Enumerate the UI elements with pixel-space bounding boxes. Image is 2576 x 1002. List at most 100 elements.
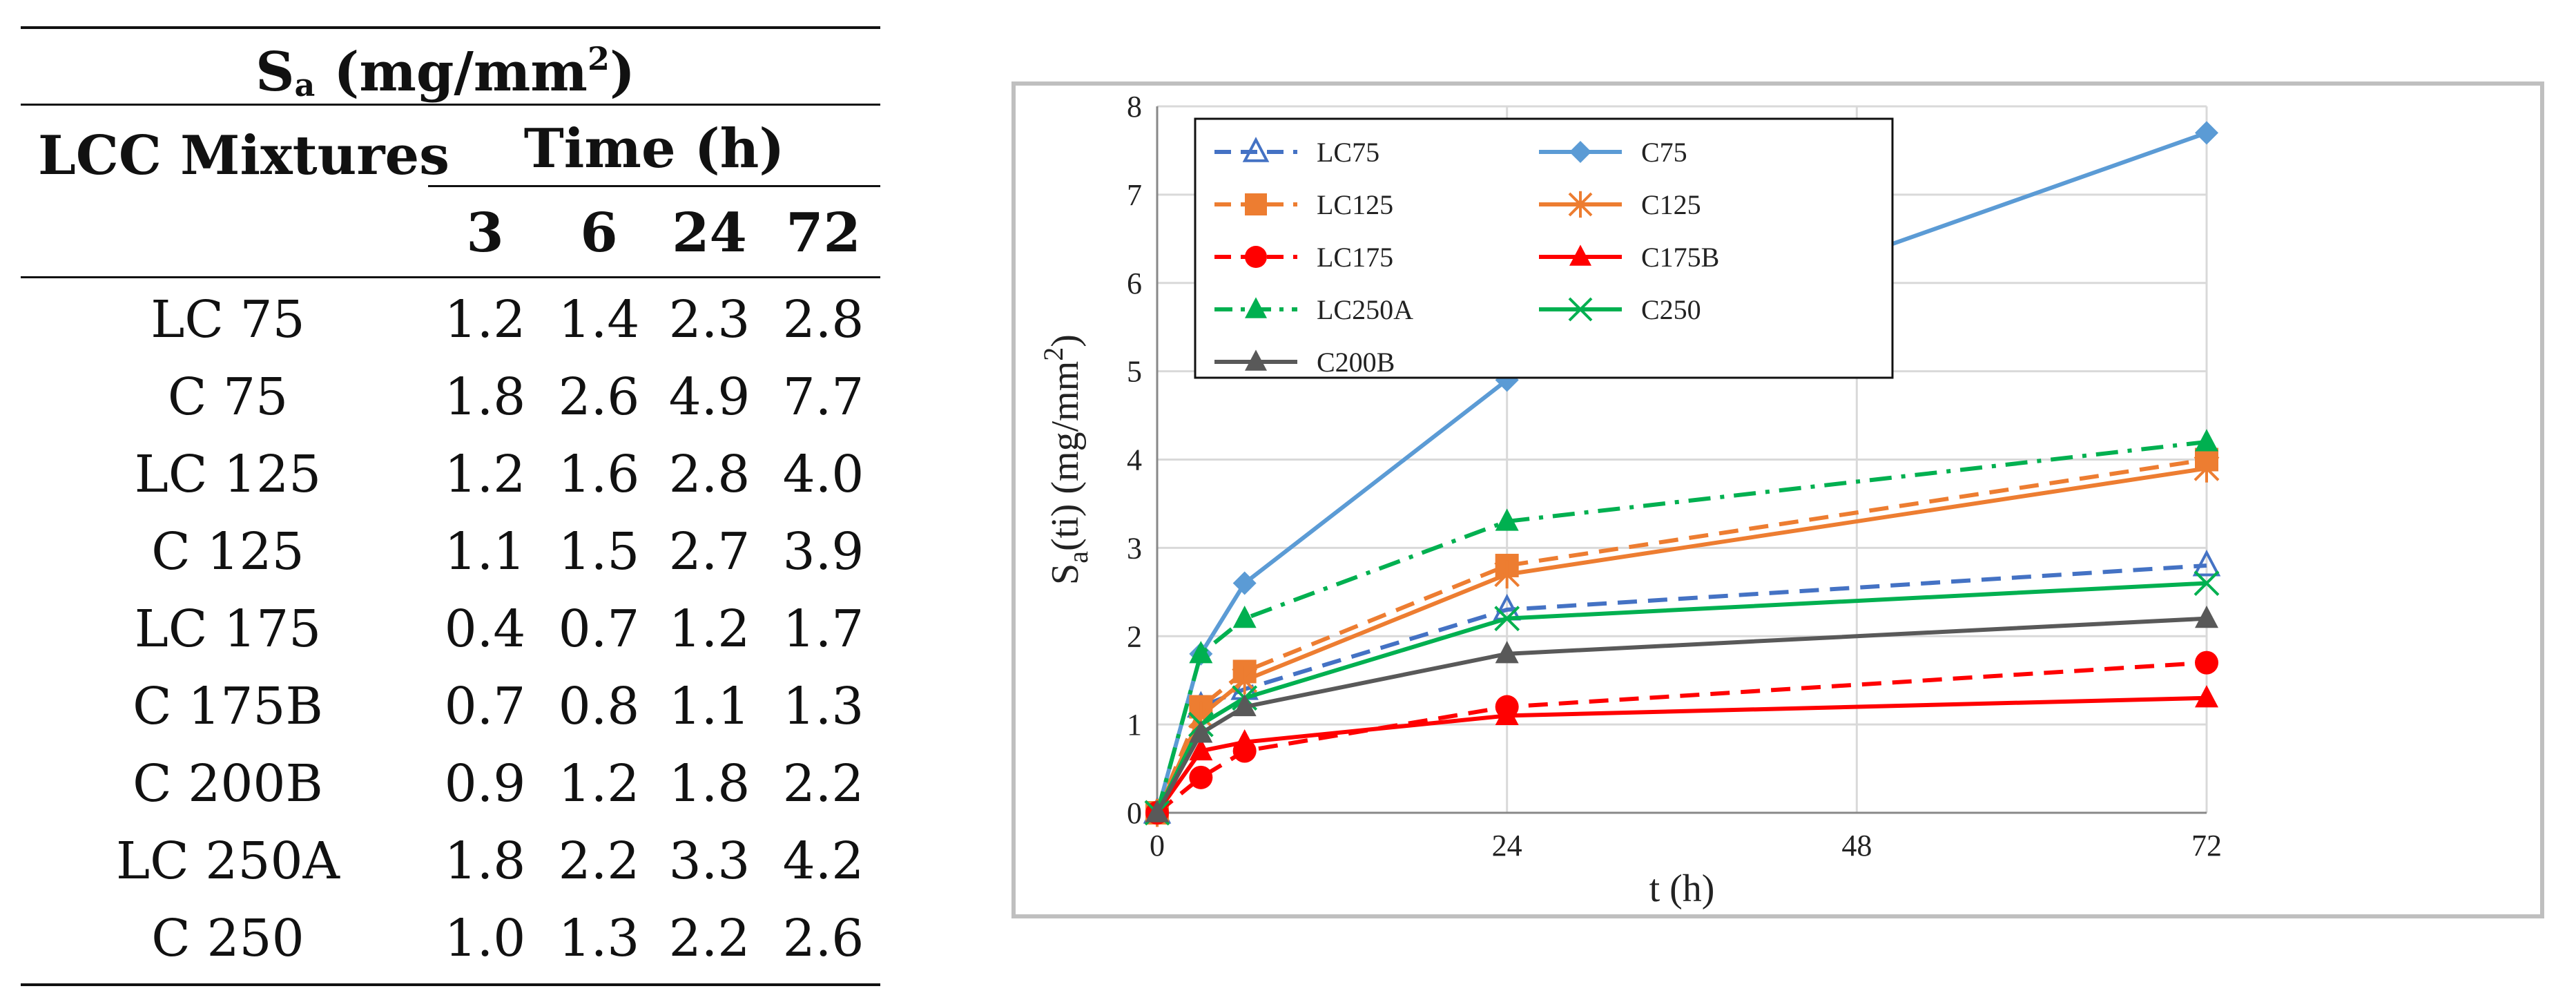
legend-item-c250: C250 <box>1539 294 1701 325</box>
col-header-time: Time (h) <box>523 117 785 180</box>
table-cell: 1.2 <box>444 290 526 349</box>
table-cell: 0.4 <box>444 599 526 659</box>
row-label: LC 250A <box>116 831 340 891</box>
data-point <box>1232 693 1257 717</box>
data-point <box>2194 454 2220 483</box>
data-point <box>2195 685 2218 708</box>
data-point <box>1568 191 1593 218</box>
table-cell: 1.5 <box>558 522 640 581</box>
series-c250 <box>1144 570 2220 826</box>
table-cell: 0.8 <box>558 677 640 736</box>
series-line <box>1155 563 2207 814</box>
table-cell: 1.2 <box>668 599 750 659</box>
data-point-stroke <box>2194 570 2220 596</box>
row-label: C 75 <box>167 367 289 427</box>
legend-item-c175b: C175B <box>1539 242 1719 273</box>
series-line <box>1155 616 2207 814</box>
table-title-rule <box>21 104 880 106</box>
series-c200b <box>1145 605 2218 822</box>
row-label: C 200B <box>133 754 323 813</box>
series-line <box>1155 695 2207 814</box>
time-24: 24 <box>672 202 747 264</box>
y-axis-title-part: ) <box>1044 334 1087 347</box>
table-cell: 4.9 <box>668 367 750 427</box>
legend-item-c200b: C200B <box>1214 347 1395 378</box>
legend-label: LC125 <box>1317 189 1393 220</box>
data-point <box>1245 349 1267 371</box>
time-72: 72 <box>786 202 861 264</box>
table-cell: 1.0 <box>444 909 526 968</box>
table-cell: 2.2 <box>782 754 864 813</box>
data-point-stroke <box>1494 606 1520 632</box>
table-cell: 1.6 <box>558 445 640 504</box>
table-title: Sa (mg/mm2) <box>255 40 635 104</box>
data-point <box>1569 244 1591 266</box>
table-cell: 2.8 <box>668 445 750 504</box>
table-cell: 1.7 <box>782 599 864 659</box>
table-header-rule <box>21 276 880 278</box>
table-cell: 0.7 <box>444 677 526 736</box>
chart-panel: 0 1 2 3 4 5 6 7 8 0 24 48 72 t (h) Sa(ti) (mg/mm2) LC7… <box>1011 81 2544 918</box>
row-label: LC 125 <box>134 445 322 504</box>
legend: LC75 C75 LC125 C125 LC175 C175B LC250A C250 C200… <box>1194 117 1894 379</box>
x-axis-title: t (h) <box>1649 867 1715 910</box>
data-point <box>1232 729 1257 752</box>
table-cell: 3.3 <box>668 831 750 891</box>
table-cell: 1.4 <box>558 290 640 349</box>
y-axis-title-part: 2 <box>1038 347 1069 361</box>
data-point <box>2194 570 2220 596</box>
time-6: 6 <box>580 202 618 264</box>
legend-item-lc175: LC175 <box>1214 242 1393 273</box>
y-tick-label: 1 <box>1127 708 1142 742</box>
y-tick-label: 2 <box>1127 619 1142 653</box>
data-point <box>2195 121 2218 145</box>
results-table: Sa (mg/mm2) LCC Mixtures Time (h) 3 6 24… <box>0 0 891 1002</box>
table-cell: 7.7 <box>782 367 864 427</box>
table-cell: 2.2 <box>558 831 640 891</box>
data-point <box>1189 720 1213 743</box>
legend-item-lc125: LC125 <box>1214 189 1393 220</box>
table-cell: 1.8 <box>444 831 526 891</box>
series-line <box>1156 660 2207 815</box>
series-c175b <box>1145 685 2218 822</box>
table-cell: 0.7 <box>558 599 640 659</box>
y-tick-label: 6 <box>1127 267 1142 300</box>
data-point <box>1494 606 1520 632</box>
row-label: C 175B <box>133 677 323 736</box>
table-cell: 1.8 <box>444 367 526 427</box>
y-axis-title-part: a <box>1063 551 1094 563</box>
series-line <box>1155 439 2207 813</box>
table-cell: 4.2 <box>782 831 864 891</box>
data-point <box>2192 549 2221 577</box>
row-label: C 250 <box>151 909 304 968</box>
legend-label: C75 <box>1641 137 1687 168</box>
table-cell: 3.9 <box>782 522 864 581</box>
table-cell: 2.8 <box>782 290 864 349</box>
table-cell: 2.2 <box>668 909 750 968</box>
legend-label: C200B <box>1317 347 1395 378</box>
table-cell: 1.1 <box>668 677 750 736</box>
data-point <box>1189 738 1213 761</box>
row-label: LC 75 <box>151 290 305 349</box>
legend-label: C125 <box>1641 189 1701 220</box>
series-line <box>1155 466 2207 814</box>
data-point <box>1232 571 1257 595</box>
data-point <box>1245 246 1267 268</box>
table-bottom-rule <box>21 983 880 986</box>
legend-item-lc75: LC75 <box>1214 137 1379 168</box>
time-3: 3 <box>466 202 504 264</box>
data-point <box>1245 193 1267 215</box>
y-axis-title-part: (ti) (mg/mm <box>1044 361 1087 551</box>
data-point <box>1495 702 1519 725</box>
legend-item-c125: C125 <box>1539 189 1701 220</box>
legend-label: C175B <box>1641 242 1719 273</box>
legend-box <box>1194 117 1894 379</box>
data-point <box>2195 651 2218 675</box>
row-label: C 125 <box>151 522 304 581</box>
y-tick-label: 3 <box>1127 531 1142 565</box>
x-tick-label: 24 <box>1492 829 1522 863</box>
data-point <box>1242 137 1270 162</box>
data-point <box>1568 297 1593 322</box>
